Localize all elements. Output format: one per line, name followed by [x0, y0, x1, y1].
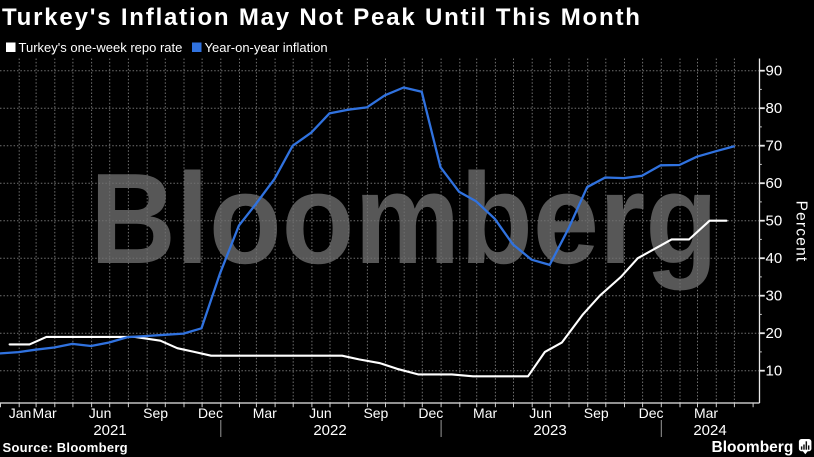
svg-text:30: 30	[766, 288, 783, 305]
svg-text:2023: 2023	[533, 422, 566, 439]
svg-text:Dec: Dec	[639, 405, 664, 421]
svg-text:2022: 2022	[313, 422, 346, 439]
svg-text:Sep: Sep	[143, 405, 168, 421]
svg-text:Year-on-year inflation: Year-on-year inflation	[205, 40, 328, 55]
svg-text:Jan: Jan	[9, 405, 32, 421]
svg-text:70: 70	[766, 138, 783, 155]
svg-text:60: 60	[766, 175, 783, 192]
svg-text:40: 40	[766, 250, 783, 267]
svg-text:2024: 2024	[693, 422, 726, 439]
svg-text:Mar: Mar	[253, 405, 277, 421]
svg-text:Bloomberg: Bloomberg	[712, 439, 794, 456]
svg-text:Jun: Jun	[309, 405, 332, 421]
svg-text:Sep: Sep	[584, 405, 609, 421]
svg-text:Dec: Dec	[198, 405, 223, 421]
svg-text:Percent: Percent	[793, 201, 810, 263]
svg-text:Sep: Sep	[363, 405, 388, 421]
svg-text:Mar: Mar	[33, 405, 57, 421]
svg-text:Turkey's Inflation May Not Pea: Turkey's Inflation May Not Peak Until Th…	[2, 4, 642, 31]
svg-text:2021: 2021	[93, 422, 126, 439]
svg-text:50: 50	[766, 213, 783, 230]
svg-text:Source: Bloomberg: Source: Bloomberg	[3, 440, 128, 455]
svg-text:80: 80	[766, 100, 783, 117]
svg-text:Mar: Mar	[473, 405, 497, 421]
svg-text:Dec: Dec	[418, 405, 443, 421]
svg-text:10: 10	[766, 363, 783, 380]
svg-text:90: 90	[766, 63, 783, 80]
svg-text:Jun: Jun	[529, 405, 552, 421]
svg-text:Turkey's one-week repo rate: Turkey's one-week repo rate	[19, 40, 183, 55]
svg-text:Jun: Jun	[89, 405, 112, 421]
svg-text:Mar: Mar	[694, 405, 718, 421]
svg-text:20: 20	[766, 325, 783, 342]
